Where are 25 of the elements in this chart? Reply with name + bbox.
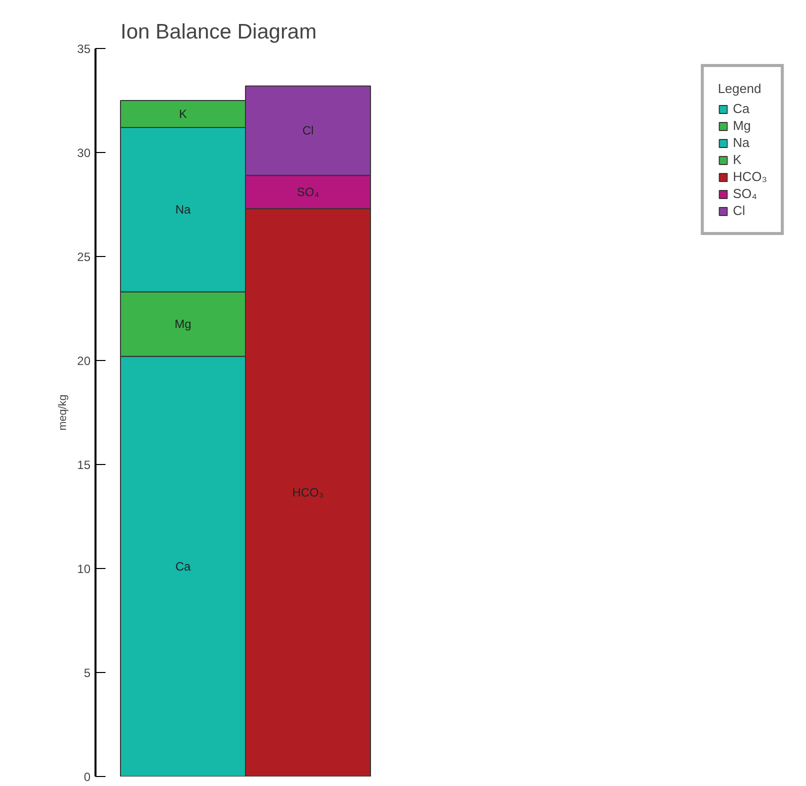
y-tick-label: 0 <box>84 770 91 784</box>
y-tick-label: 30 <box>77 146 91 160</box>
legend-label: Ca <box>732 101 750 116</box>
legend-label: Na <box>732 135 750 150</box>
text: Mg <box>174 317 192 332</box>
legend-label: SO₄ <box>732 186 757 201</box>
text: SO₄ <box>296 185 320 200</box>
y-tick-label: 35 <box>77 42 91 56</box>
text: Cl <box>302 124 314 138</box>
text: HCO₃ <box>292 486 324 500</box>
y-axis-title: meq/kg <box>57 394 70 431</box>
legend-label: K <box>732 152 742 167</box>
legend-label: Mg <box>732 118 752 133</box>
text: Na <box>175 202 191 217</box>
legend-label: HCO₃ <box>732 169 767 184</box>
y-tick-label: 5 <box>84 666 91 680</box>
legend-label: Cl <box>732 203 746 218</box>
y-tick-label: 20 <box>77 354 91 368</box>
text: Ca <box>175 559 191 574</box>
y-tick-label: 25 <box>77 250 91 264</box>
y-tick-label: 10 <box>77 562 91 576</box>
legend-title: Legend <box>718 81 762 96</box>
chart-title: Ion Balance Diagram <box>120 20 317 44</box>
y-tick-label: 15 <box>77 458 91 472</box>
text: K <box>179 107 188 122</box>
